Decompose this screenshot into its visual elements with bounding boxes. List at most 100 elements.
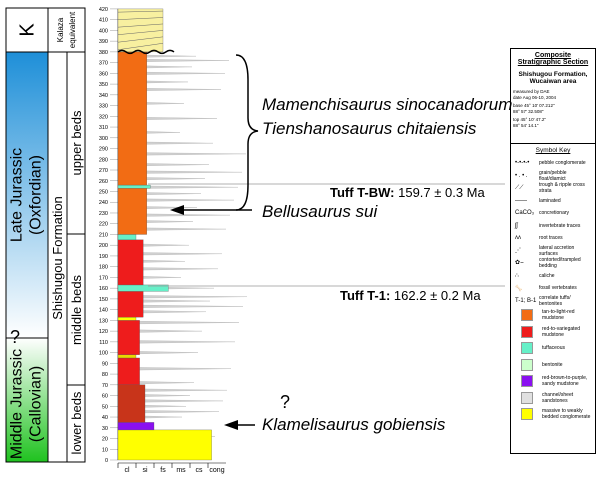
- grain-size-label: cl: [124, 467, 130, 474]
- scale-tick-label: 300: [99, 136, 108, 142]
- scale-tick-label: 360: [99, 71, 108, 77]
- swatch-label: massive to weakly bedded conglomerate: [542, 408, 591, 421]
- date: date Aug 06-10, 2004: [513, 95, 557, 100]
- lithology-layer: [117, 188, 147, 235]
- swatch-label: tan-to-light-red mudstone: [542, 309, 575, 322]
- scale-tick-label: 230: [99, 211, 108, 217]
- symbol-icon: ᴧᴧ: [515, 235, 521, 242]
- scale-tick-label: 380: [99, 50, 108, 56]
- symbol-key-item: ʃʃ invertebrate traces: [515, 220, 591, 233]
- symbol-key-item: 🦴 fossil vertebrates: [515, 282, 591, 295]
- base-lon: 88° 57' 32.508": [513, 109, 544, 114]
- color-swatch: [521, 375, 533, 388]
- grain-size-label: fs: [160, 467, 166, 474]
- lithology-layer: [117, 320, 140, 355]
- symbol-label: caliche: [539, 272, 555, 279]
- lithology-key-item: red-brown-to-purple, sandy mudstone: [515, 373, 591, 390]
- scale-tick-label: 240: [99, 200, 108, 206]
- symbol-key-item: ᴧᴧ root traces: [515, 232, 591, 245]
- base-lat: base 45° 10' 07.212": [513, 103, 555, 108]
- scale-tick-label: 110: [99, 340, 108, 346]
- scale-tick-label: 30: [102, 426, 108, 432]
- sandstone-lens: [127, 320, 240, 325]
- scale-tick-label: 400: [99, 28, 108, 34]
- lithology-layer: [117, 51, 147, 186]
- symbol-key: Symbol Key •-•-•-• pebble conglomerate • .…: [511, 144, 595, 426]
- lithology-layer: [117, 317, 137, 321]
- arrowhead-icon: [170, 205, 184, 215]
- lower-beds-cell: [66, 384, 86, 463]
- swatch-label: bentonite: [542, 361, 563, 368]
- symbol-label: trough & ripple cross strata: [539, 182, 585, 195]
- grain-size-label: cong: [209, 467, 224, 474]
- grain-size-label: ms: [176, 467, 186, 474]
- middle-beds-label: middle beds: [69, 274, 84, 345]
- period-k-label: K: [16, 23, 38, 37]
- symbol-label: grain/pebble float/diamict: [539, 169, 567, 182]
- swatch-label: tuffaceous: [542, 345, 565, 352]
- scale-tick-label: 150: [99, 297, 108, 303]
- scale-tick-label: 420: [99, 7, 108, 13]
- symbol-key-item: —— laminated: [515, 195, 591, 208]
- taxon-mamenchisaurus: Mamenchisaurus sinocanadorum: [262, 95, 513, 114]
- symbol-key-item: T-1; B-1 correlate tuffs/ bentonites: [515, 295, 591, 308]
- symbol-label: contorted/trampled bedding: [539, 257, 581, 270]
- lithology-key-item: massive to weakly bedded conglomerate: [515, 406, 591, 423]
- tuff-t1-label: Tuff T-1: 162.2 ± 0.2 Ma: [340, 289, 481, 303]
- color-swatch: [521, 325, 533, 338]
- scale-tick-label: 350: [99, 82, 108, 88]
- color-swatch: [521, 408, 533, 421]
- sandstone-lens: [127, 304, 244, 309]
- swatch-label: red-to-variegated mudstone: [542, 325, 581, 338]
- color-swatch: [521, 342, 533, 355]
- symbol-label: lateral accretion surfaces: [539, 244, 575, 257]
- symbol-label: correlate tuffs/ bentonites: [539, 294, 571, 307]
- symbol-key-item: ∴ caliche: [515, 270, 591, 283]
- scale-tick-label: 60: [102, 394, 108, 400]
- scale-tick-label: 260: [99, 179, 108, 185]
- tuff-tbw-label: Tuff T-BW: 159.7 ± 0.3 Ma: [330, 186, 485, 200]
- legend-subtitle: Shishugou Formation,: [518, 71, 588, 78]
- tuff-t1-age: 162.2 ± 0.2 Ma: [390, 288, 481, 303]
- scale-tick-label: 0: [105, 458, 108, 464]
- scale-tick-label: 120: [99, 329, 108, 335]
- kalaza-cell: [47, 7, 86, 53]
- lithology-layer: [117, 384, 146, 423]
- scale-tick-label: 390: [99, 39, 108, 45]
- symbol-icon: CaCO₃: [515, 210, 535, 217]
- tuff-t1-name: Tuff T-1:: [340, 288, 391, 303]
- lithology-layer: [117, 8, 164, 53]
- symbol-key-item: CaCO₃ concretionary: [515, 207, 591, 220]
- color-swatch: [521, 358, 533, 371]
- top-lon: 88° 54' 14.1": [513, 123, 539, 128]
- lithology-layer: [117, 184, 151, 189]
- scale-tick-label: 80: [102, 372, 108, 378]
- measured-by: measured by DAE: [513, 89, 550, 94]
- scale-tick-label: 180: [99, 265, 108, 271]
- scale-tick-label: 280: [99, 157, 108, 163]
- swatch-label: channel/sheet sandstones: [542, 391, 574, 404]
- lithology-layer: [117, 291, 144, 318]
- scale-tick-label: 410: [99, 18, 108, 24]
- scale-tick-label: 50: [102, 404, 108, 410]
- symbol-icon: ✿⌣: [515, 260, 524, 267]
- legend-header: Composite Stratigraphic Section Shishugo…: [511, 49, 595, 144]
- lithology-layer: [117, 429, 212, 461]
- kalaza-label: Kalaza: [56, 17, 65, 42]
- lithology-layer: [117, 234, 137, 240]
- scale-tick-label: 250: [99, 190, 108, 196]
- period-middle-sub: (Callovian): [28, 366, 45, 442]
- period-middle-jurassic-cell: [5, 337, 49, 463]
- sandstone-lens: [127, 367, 232, 371]
- scale-tick-label: 290: [99, 147, 108, 153]
- grain-size-label: si: [142, 467, 148, 474]
- legend-title-2: Stratigraphic Section: [517, 59, 589, 66]
- symbol-label: invertebrate traces: [539, 222, 581, 229]
- scale-tick-label: 340: [99, 93, 108, 99]
- scale-tick-label: 210: [99, 232, 108, 238]
- unconformity: [117, 49, 175, 55]
- lithology-layer: [117, 422, 155, 431]
- period-middle-label: Middle Jurassic: [9, 349, 26, 459]
- legend-title: Composite: [534, 52, 572, 59]
